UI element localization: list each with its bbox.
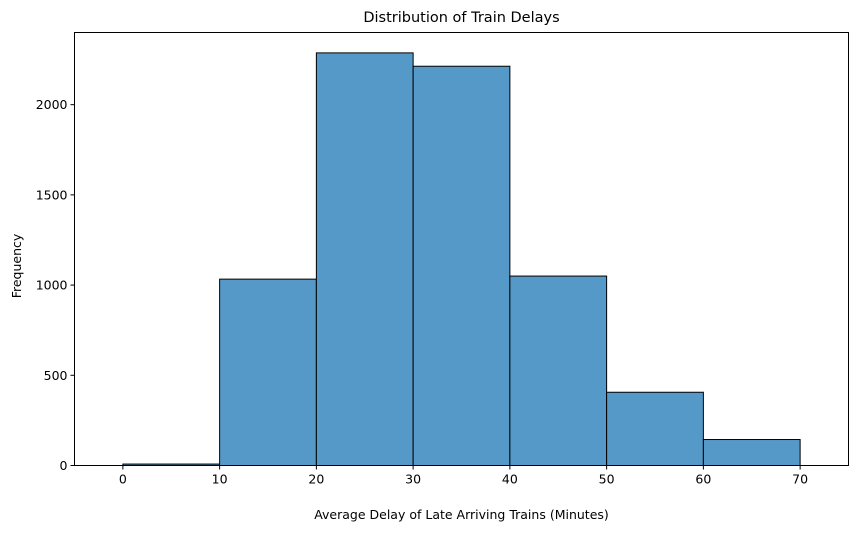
y-tick-label: 0 bbox=[60, 458, 68, 473]
y-tick-label: 1500 bbox=[36, 187, 68, 202]
y-tick-label: 2000 bbox=[36, 97, 68, 112]
y-axis-label: Frequency bbox=[9, 233, 24, 298]
x-tick-label: 0 bbox=[119, 472, 127, 487]
x-tick-label: 20 bbox=[308, 472, 324, 487]
x-tick-label: 10 bbox=[212, 472, 228, 487]
histogram-bar-40-50 bbox=[509, 275, 608, 466]
histogram-bar-20-30 bbox=[315, 52, 414, 466]
x-tick-label: 70 bbox=[792, 472, 808, 487]
histogram-bar-60-70 bbox=[702, 439, 801, 466]
histogram-bar-10-20 bbox=[219, 278, 317, 466]
bars-group bbox=[122, 52, 801, 467]
x-tick-label: 40 bbox=[502, 472, 518, 487]
x-tick-label: 60 bbox=[695, 472, 711, 487]
histogram-bar-50-60 bbox=[606, 391, 704, 466]
y-tick-label: 1000 bbox=[36, 278, 68, 293]
histogram-bar-30-40 bbox=[412, 65, 511, 466]
x-axis-ticks: 0 10 20 30 40 50 60 70 bbox=[119, 465, 808, 487]
y-tick-label: 500 bbox=[44, 368, 68, 383]
x-axis-label: Average Delay of Late Arriving Trains (M… bbox=[314, 507, 609, 522]
y-axis-ticks: 0 500 1000 1500 2000 bbox=[36, 97, 75, 473]
x-tick-label: 50 bbox=[599, 472, 615, 487]
chart-title: Distribution of Train Delays bbox=[363, 10, 559, 26]
x-tick-label: 30 bbox=[405, 472, 421, 487]
plot-frame bbox=[74, 32, 849, 466]
